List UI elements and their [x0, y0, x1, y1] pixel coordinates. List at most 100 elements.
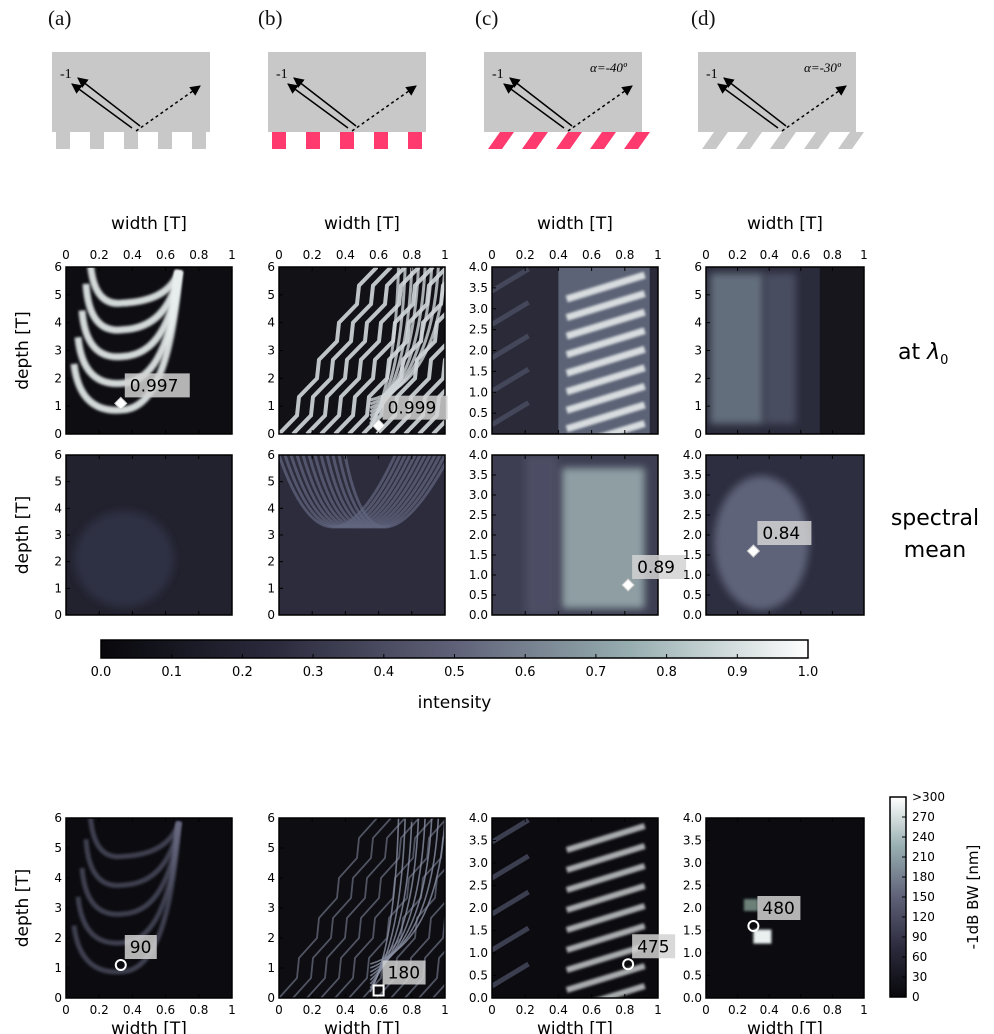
slanted-fringe — [565, 823, 646, 853]
x-tick-label: 1 — [228, 1003, 236, 1017]
x-tick-label: 0 — [62, 248, 70, 262]
slanted-fringe — [492, 818, 530, 845]
x-tick-label: 0.4 — [760, 248, 779, 262]
fringe — [369, 267, 427, 414]
colorbar-bandwidth: 0 30 60 90 120 150 180 210 240 270 >300 -1dB BW [nm… — [889, 790, 982, 1004]
x-axis-title: width [T] — [324, 214, 400, 234]
annotation-box — [124, 935, 157, 959]
heatmap-texture — [710, 267, 864, 434]
fringe — [343, 455, 445, 529]
slanted-fringe — [492, 267, 530, 294]
glow — [74, 511, 174, 607]
colorbar-tick-label: 150 — [912, 890, 935, 904]
grating-tooth — [624, 132, 650, 149]
optimum-marker — [621, 578, 635, 592]
y-tick-label: 4.0 — [469, 260, 488, 274]
annotation-box — [382, 395, 448, 420]
slanted-fringe — [565, 903, 646, 933]
y-tick-label: 2.5 — [683, 879, 702, 893]
x-tick-label: 0.8 — [189, 1003, 208, 1017]
y-tick-label: 3.5 — [469, 281, 488, 295]
annotation-value: 180 — [388, 964, 420, 984]
grating-tooth — [736, 132, 762, 149]
colorbar-tick-label: 120 — [912, 910, 935, 924]
x-tick-label: 0.6 — [369, 248, 388, 262]
y-tick-label: 0.0 — [469, 608, 488, 622]
y-tick-label: 3.0 — [469, 856, 488, 870]
y-axis-title: depth [T] — [13, 496, 33, 575]
slanted-fringe — [565, 883, 646, 913]
heatmap-texture — [279, 818, 445, 998]
x-axis-title: width [T] — [111, 1019, 187, 1034]
angle-label: α=-30º — [804, 60, 842, 75]
diffracted-beam — [723, 77, 787, 127]
x-tick-label: 0.6 — [791, 1003, 810, 1017]
y-tick-label: 0.0 — [683, 991, 702, 1005]
y-tick-label: 4 — [267, 501, 275, 515]
y-tick-label: 0.0 — [683, 608, 702, 622]
grating-tooth — [488, 132, 514, 149]
y-tick-label: 1.0 — [469, 385, 488, 399]
y-tick-label: 1 — [54, 399, 62, 413]
x-tick-label: 1 — [654, 248, 662, 262]
y-tick-label: 2 — [54, 931, 62, 945]
x-tick-label: 0.6 — [582, 248, 601, 262]
slanted-fringe — [492, 889, 530, 917]
grating-tooth — [272, 132, 286, 149]
hotspot — [743, 899, 758, 911]
colorbar-tick-label: 1.0 — [798, 665, 819, 680]
x-tick-label: 0.8 — [402, 1003, 421, 1017]
y-tick-label: 5 — [267, 841, 275, 855]
x-tick-label: 0 — [488, 1003, 496, 1017]
zigzag — [306, 818, 406, 998]
annotation-box — [124, 373, 190, 398]
grating-tooth — [408, 132, 422, 149]
x-tick-label: 0.6 — [582, 1003, 601, 1017]
x-tick-label: 0.6 — [156, 1003, 175, 1017]
y-tick-label: 3 — [54, 344, 62, 358]
colorbar-tick-label: 0.2 — [232, 665, 253, 680]
panel-letter-d: (d) — [691, 6, 716, 30]
substrate-block — [268, 52, 426, 132]
x-tick-label: 0 — [275, 248, 283, 262]
y-tick-label: 2 — [694, 371, 702, 385]
y-tick-label: 4.0 — [469, 811, 488, 825]
colorbar-title: intensity — [418, 693, 492, 713]
x-tick-label: 1 — [441, 1003, 449, 1017]
annotation-box — [632, 934, 676, 959]
grating-tooth — [702, 132, 728, 149]
x-tick-label: 0.4 — [336, 1003, 355, 1017]
y-tick-label: 2.5 — [469, 508, 488, 522]
y-tick-label: 3.5 — [469, 834, 488, 848]
x-tick-label: 1 — [860, 1003, 868, 1017]
y-tick-label: 0.0 — [469, 427, 488, 441]
y-tick-label: 6 — [267, 260, 275, 274]
colorbar-tick-label: 0 — [912, 990, 920, 1004]
optimum-marker — [371, 418, 386, 433]
colorbar-tick-label: 240 — [912, 830, 935, 844]
y-tick-label: 1 — [267, 399, 275, 413]
zigzag — [418, 949, 445, 998]
annotation-value: 0.999 — [388, 399, 437, 419]
x-tick-label: 1 — [441, 248, 449, 262]
y-tick-label: 1.0 — [683, 946, 702, 960]
slanted-fringe — [492, 925, 530, 953]
x-tick-label: 0 — [702, 1003, 710, 1017]
zigzag — [320, 818, 420, 998]
y-tick-label: 2.0 — [469, 901, 488, 915]
grating-tooth — [158, 132, 172, 149]
annotation-value: 0.84 — [762, 524, 800, 544]
y-tick-label: 4 — [267, 316, 275, 330]
y-tick-label: 6 — [267, 811, 275, 825]
y-tick-label: 0 — [267, 991, 275, 1005]
slanted-fringe — [492, 961, 530, 989]
heatmap-texture — [74, 511, 174, 607]
x-tick-label: 0.2 — [516, 248, 535, 262]
y-tick-label: 0 — [54, 608, 62, 622]
y-tick-label: 6 — [694, 260, 702, 274]
fringe — [78, 270, 183, 361]
annotation-box — [757, 521, 812, 545]
y-tick-label: 0 — [54, 991, 62, 1005]
